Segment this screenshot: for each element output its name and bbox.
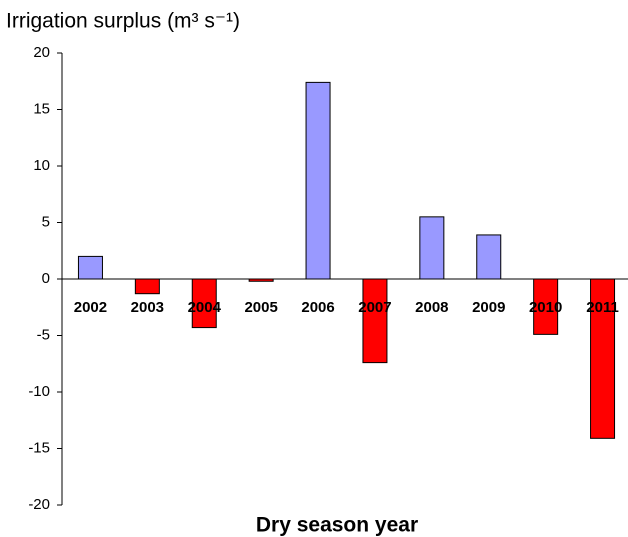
x-tick-label: 2004 [188,299,222,316]
x-tick-label: 2008 [415,299,448,316]
x-tick-label: 2005 [244,299,277,316]
x-tick-label: 2003 [131,299,164,316]
y-tick-label: -20 [28,496,50,513]
y-tick-label: 20 [33,44,50,61]
y-tick-label: 15 [33,100,50,117]
bar [419,216,445,280]
bar [362,278,388,364]
x-tick-label: 2002 [74,299,107,316]
y-tick-label: -15 [28,439,50,456]
y-tick-label: 10 [33,157,50,174]
bar [476,234,502,280]
x-tick-label: 2007 [358,299,391,316]
x-tick-label: 2010 [529,299,562,316]
x-axis-label: Dry season year [256,514,418,537]
bar [134,278,160,295]
y-tick-label: -10 [28,383,50,400]
y-tick-label: 0 [42,270,50,287]
x-tick-label: 2009 [472,299,505,316]
x-tick-label: 2006 [301,299,334,316]
y-tick-label: -5 [37,326,50,343]
y-tick-label: 5 [42,213,50,230]
chart-title: Irrigation surplus (m³ s⁻¹) [6,10,240,33]
bar [305,81,331,280]
x-tick-label: 2011 [586,299,619,316]
bar [533,278,559,335]
bar [77,255,103,280]
